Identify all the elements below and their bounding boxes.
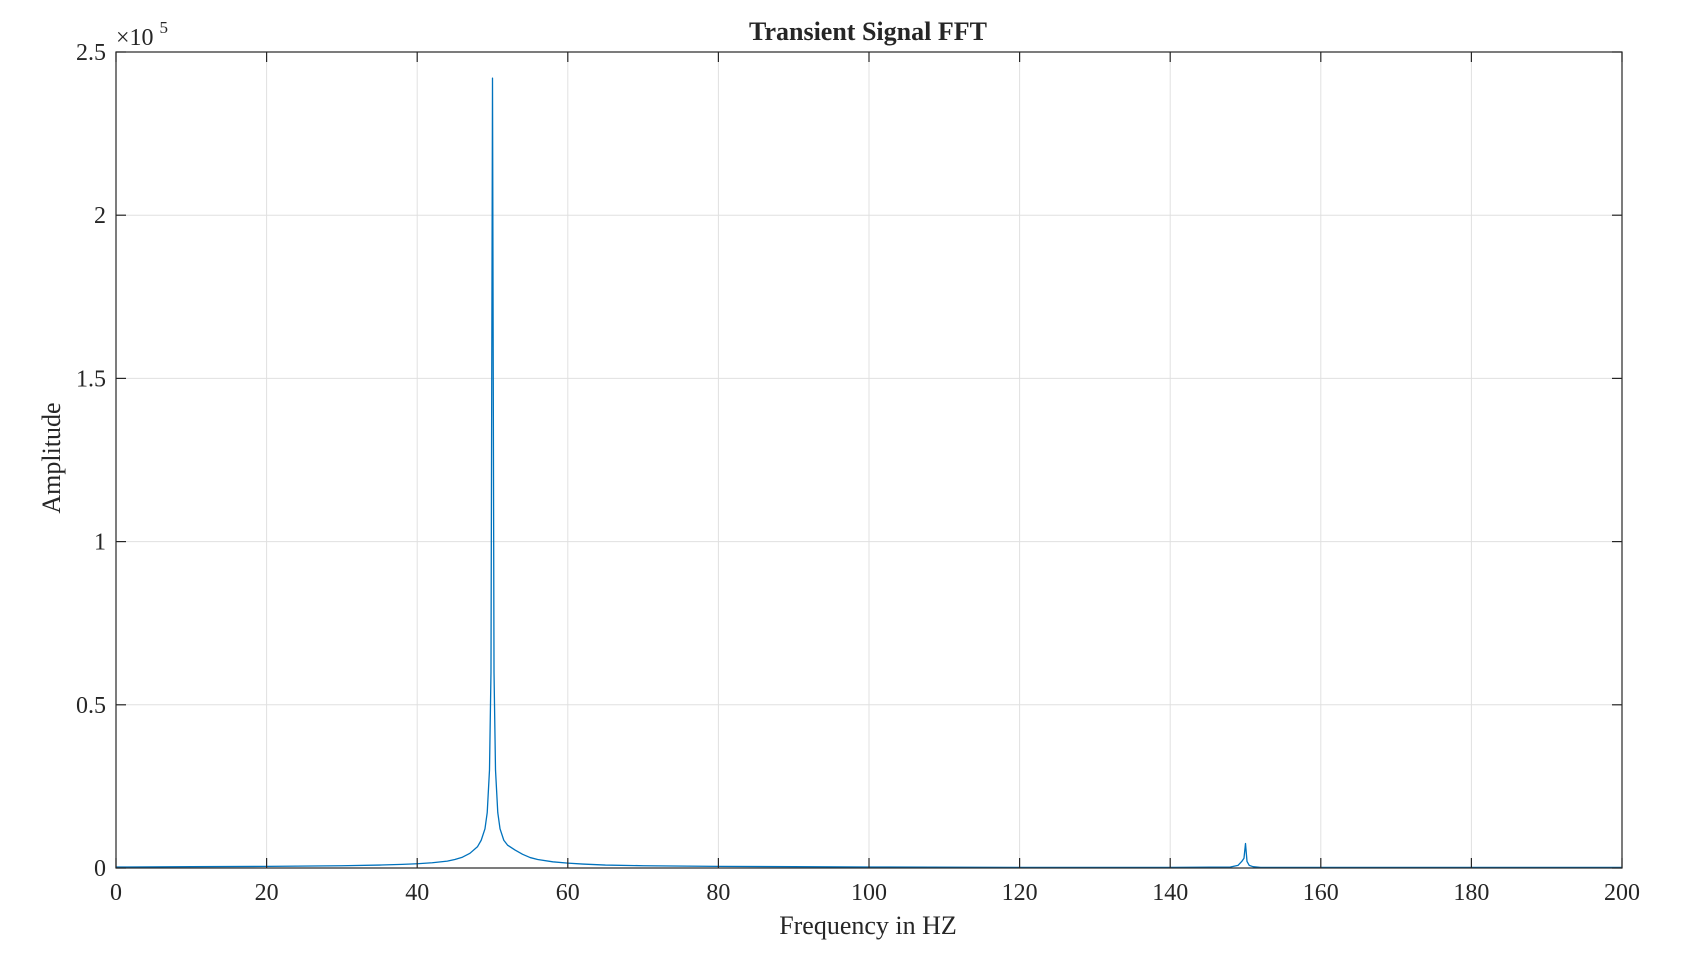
y-exponent-base: ×10 (116, 25, 154, 51)
x-tick-label: 80 (706, 880, 730, 906)
x-tick-label: 160 (1303, 880, 1339, 906)
y-tick-label: 2.5 (76, 40, 106, 66)
y-tick-label: 1.5 (76, 366, 106, 392)
x-axis-title: Frequency in HZ (779, 911, 957, 940)
y-exponent-power: 5 (160, 18, 169, 37)
x-tick-label: 180 (1453, 880, 1489, 906)
y-exponent-label: ×10 5 (116, 18, 168, 51)
x-tick-label: 0 (110, 880, 122, 906)
x-tick-label: 60 (556, 880, 580, 906)
x-tick-label: 200 (1604, 880, 1640, 906)
y-tick-label: 0 (94, 856, 106, 882)
x-tick-label: 100 (851, 880, 887, 906)
x-tick-label: 120 (1002, 880, 1038, 906)
x-tick-label: 40 (405, 880, 429, 906)
grid-lines (115, 51, 1623, 869)
chart-title: Transient Signal FFT (749, 17, 987, 46)
x-tick-label: 140 (1152, 880, 1188, 906)
axis-ticks: 0 20 40 60 80 100 120 140 160 180 200 0 0.5 1 1.5 2 2.5 (76, 40, 1640, 906)
y-tick-label: 2 (94, 203, 106, 229)
y-tick-label: 0.5 (76, 693, 106, 719)
y-axis-title: Amplitude (37, 402, 66, 513)
series-line-0 (115, 77, 1622, 868)
x-tick-label: 20 (255, 880, 279, 906)
y-tick-label: 1 (94, 530, 106, 556)
series-layer (115, 77, 1622, 868)
